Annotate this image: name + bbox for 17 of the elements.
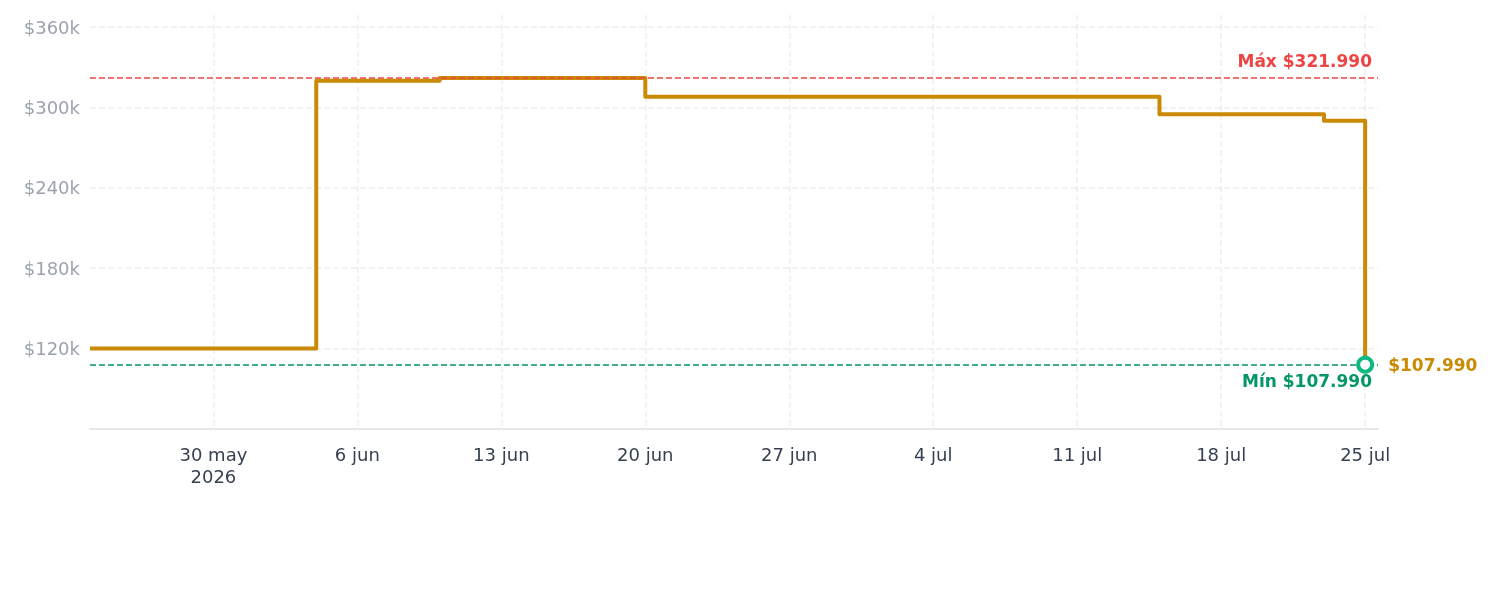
x-tick-label: 20 jun: [617, 443, 674, 465]
x-tick-label: 25 jul: [1340, 443, 1391, 465]
annotation: $107.990: [1388, 354, 1478, 375]
y-tick-label: $180k: [23, 257, 81, 279]
x-tick-label: 4 jul: [913, 443, 953, 465]
ref-line-label: Mín $107.990: [1241, 371, 1373, 392]
x-tick-label: 27 jun: [761, 443, 818, 465]
x-tick-label: 30 may 2026: [179, 443, 248, 487]
ref-line-label: Máx $321.990: [1237, 51, 1373, 72]
y-tick-label: $360k: [23, 16, 81, 38]
y-tick-label: $120k: [23, 338, 81, 360]
y-tick-label: $300k: [23, 96, 81, 118]
x-tick-label: 6 jun: [334, 443, 380, 465]
x-tick-label: 13 jun: [473, 443, 530, 465]
y-tick-label: $240k: [23, 177, 81, 199]
x-tick-label: 11 jul: [1052, 443, 1103, 465]
x-tick-label: 18 jul: [1196, 443, 1247, 465]
